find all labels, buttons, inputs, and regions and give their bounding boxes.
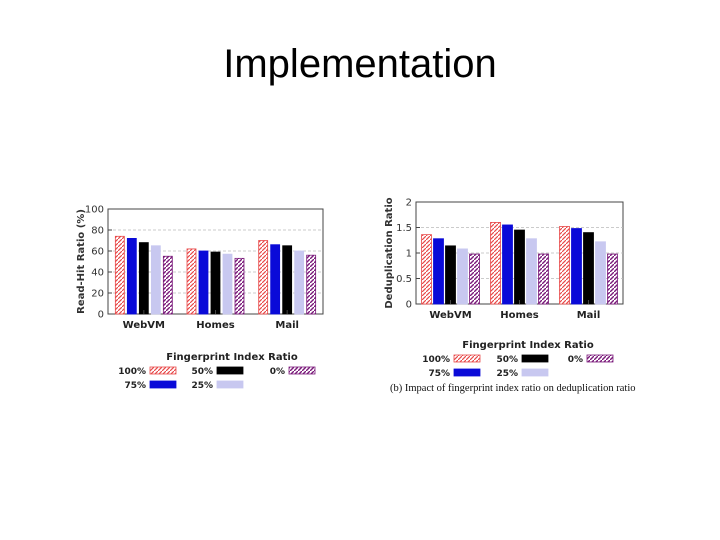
legend-swatch	[149, 366, 177, 375]
legend-swatch	[521, 354, 549, 363]
legend-label: 75%	[428, 369, 450, 379]
bar-mail-75pct	[270, 244, 281, 315]
bar-webvm-75pct	[433, 238, 444, 305]
legend-title: Fingerprint Index Ratio	[462, 340, 594, 351]
y-tick-label: 0	[98, 310, 104, 321]
bar-homes-50pct	[210, 251, 221, 315]
bar-mail-25pct	[595, 241, 606, 305]
bar-mail-50pct	[282, 245, 293, 315]
bar-webvm-0pct	[162, 255, 173, 315]
bar-webvm-75pct	[126, 238, 137, 315]
y-axis-label: Deduplication Ratio	[384, 197, 395, 308]
bar-homes-75pct	[502, 224, 513, 305]
legend-swatch	[216, 366, 244, 375]
legend-swatch	[453, 368, 481, 377]
y-tick-label: 2	[406, 198, 412, 209]
bar-homes-25pct	[222, 253, 233, 315]
bar-webvm-25pct	[457, 248, 468, 305]
bar-homes-0pct	[538, 253, 549, 305]
bar-homes-75pct	[198, 250, 209, 315]
legend-swatch	[216, 380, 244, 389]
x-tick-label: WebVM	[429, 310, 471, 321]
bar-webvm-100pct	[421, 234, 432, 305]
legend-title: Fingerprint Index Ratio	[166, 352, 298, 363]
legend-label: 25%	[191, 381, 213, 391]
slide-title: Implementation	[223, 42, 497, 86]
bar-mail-100pct	[559, 226, 570, 305]
y-tick-label: 20	[91, 289, 104, 300]
chart-caption: (b) Impact of fingerprint index ratio on…	[390, 383, 636, 394]
x-tick-label: Homes	[196, 320, 234, 331]
bar-mail-25pct	[294, 250, 305, 315]
x-tick-label: Mail	[275, 320, 299, 331]
legend-swatch	[288, 366, 316, 375]
legend-label: 0%	[270, 367, 285, 377]
bar-webvm-50pct	[138, 242, 149, 315]
legend-swatch	[521, 368, 549, 377]
bar-mail-0pct	[306, 254, 317, 315]
bar-homes-0pct	[234, 257, 245, 315]
legend-label: 50%	[496, 355, 518, 365]
bar-webvm-25pct	[150, 245, 161, 315]
legend-label: 50%	[191, 367, 213, 377]
y-tick-label: 1	[406, 249, 412, 260]
y-tick-label: 100	[85, 205, 104, 216]
legend-label: 75%	[124, 381, 146, 391]
bar-homes-100pct	[186, 248, 197, 315]
bar-webvm-0pct	[469, 253, 480, 305]
legend-label: 100%	[118, 367, 146, 377]
legend-label: 25%	[496, 369, 518, 379]
bar-mail-75pct	[571, 228, 582, 305]
y-tick-label: 0	[406, 300, 412, 311]
legend-swatch	[586, 354, 614, 363]
bar-homes-100pct	[490, 222, 501, 305]
x-tick-label: WebVM	[123, 320, 165, 331]
y-tick-label: 40	[91, 268, 104, 279]
legend-swatch	[149, 380, 177, 389]
bar-mail-100pct	[258, 240, 269, 315]
legend-swatch	[453, 354, 481, 363]
y-tick-label: 60	[91, 247, 104, 258]
bar-homes-25pct	[526, 238, 537, 305]
y-tick-label: 1.5	[396, 223, 412, 234]
bar-homes-50pct	[514, 229, 525, 305]
y-tick-label: 80	[91, 226, 104, 237]
legend-label: 0%	[568, 355, 583, 365]
bar-mail-0pct	[607, 253, 618, 305]
y-axis-label: Read-Hit Ratio (%)	[76, 209, 87, 314]
bar-mail-50pct	[583, 232, 594, 305]
legend-label: 100%	[422, 355, 450, 365]
deduplication-ratio-chart: 0 0.5 1 1.5 2 Deduplication Ratio WebVM Homes Ma…	[384, 197, 624, 379]
y-tick-label: 0.5	[396, 274, 412, 285]
x-tick-label: Homes	[500, 310, 538, 321]
bar-webvm-100pct	[114, 235, 125, 315]
x-tick-label: Mail	[577, 310, 601, 321]
bar-webvm-50pct	[445, 245, 456, 305]
